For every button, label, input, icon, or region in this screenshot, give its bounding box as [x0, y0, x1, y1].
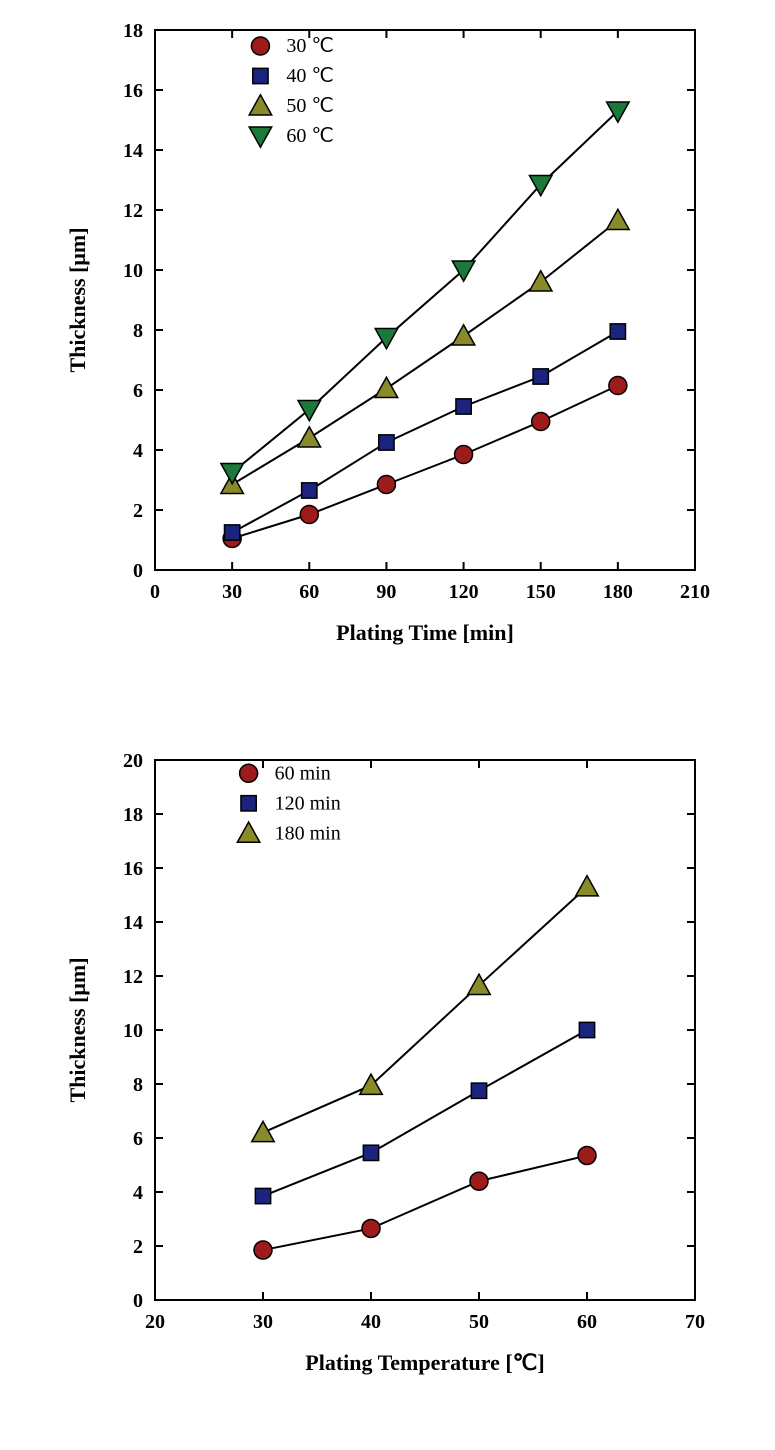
y-tick-label: 14: [123, 912, 143, 934]
data-point: [610, 324, 625, 339]
data-point: [456, 399, 471, 414]
y-tick-label: 0: [133, 560, 143, 582]
y-tick-label: 6: [133, 1128, 143, 1150]
data-point: [377, 476, 395, 494]
data-point: [300, 506, 318, 524]
chart-thickness-vs-temperature: 20 30 40 50 60 70 0 2 4 6 8 10 12 14 16 18 20 60 min 120 …: [40, 740, 735, 1440]
y-tick-label: 2: [133, 1236, 143, 1258]
legend-label-2: 50 ℃: [286, 95, 333, 117]
y-tick-label: 20: [123, 750, 143, 772]
x-tick-label: 60: [299, 581, 319, 603]
y-tick-label: 8: [133, 1074, 143, 1096]
x-axis-title: Plating Temperature [℃]: [305, 1350, 544, 1375]
data-point: [533, 369, 548, 384]
x-axis-title: Plating Time [min]: [336, 620, 514, 645]
legend-label-1: 40 ℃: [286, 65, 333, 87]
data-point: [470, 1172, 488, 1190]
legend-label-0: 60 min: [275, 762, 331, 784]
data-point: [224, 525, 239, 540]
legend-label-3: 60 ℃: [286, 125, 333, 147]
data-point: [471, 1083, 486, 1098]
x-tick-label: 30: [253, 1311, 273, 1333]
x-tick-label: 20: [145, 1311, 165, 1333]
legend-marker-0: [251, 37, 269, 55]
y-tick-label: 8: [133, 320, 143, 342]
y-axis-title: Thickness [μm]: [65, 227, 90, 372]
data-point: [609, 377, 627, 395]
x-tick-label: 70: [685, 1311, 705, 1333]
y-tick-label: 18: [123, 804, 143, 826]
x-tick-label: 50: [469, 1311, 489, 1333]
y-tick-label: 4: [133, 440, 143, 462]
x-tick-label: 120: [449, 581, 479, 603]
x-tick-label: 90: [376, 581, 396, 603]
y-tick-label: 14: [123, 140, 143, 162]
chart-thickness-vs-time: 0 30 60 90 120 150 180 210 0 2 4 6 8 10 12 14 16 18 30 ℃ 40…: [40, 10, 735, 690]
legend-label-1: 120 min: [275, 792, 341, 814]
y-tick-label: 10: [123, 260, 143, 282]
x-tick-label: 150: [526, 581, 556, 603]
data-point: [578, 1147, 596, 1165]
data-point: [455, 446, 473, 464]
y-tick-label: 16: [123, 80, 143, 102]
legend-label-2: 180 min: [275, 822, 341, 844]
data-point: [379, 435, 394, 450]
y-tick-label: 16: [123, 858, 143, 880]
y-tick-label: 0: [133, 1290, 143, 1312]
x-tick-label: 0: [150, 581, 160, 603]
data-point: [255, 1188, 270, 1203]
y-tick-label: 12: [123, 966, 143, 988]
y-axis-title: Thickness [μm]: [65, 957, 90, 1102]
y-tick-label: 10: [123, 1020, 143, 1042]
y-tick-label: 18: [123, 20, 143, 42]
data-point: [363, 1145, 378, 1160]
x-tick-label: 30: [222, 581, 242, 603]
data-point: [579, 1022, 594, 1037]
legend-marker-1: [241, 796, 256, 811]
page: 030609012015018021002468101214161830 ℃40…: [0, 0, 775, 1450]
data-point: [254, 1241, 272, 1259]
x-tick-label: 60: [577, 1311, 597, 1333]
data-point: [532, 413, 550, 431]
x-tick-label: 40: [361, 1311, 381, 1333]
x-tick-label: 180: [603, 581, 633, 603]
data-point: [362, 1219, 380, 1237]
plot-area: [155, 760, 695, 1300]
legend-marker-0: [240, 764, 258, 782]
data-point: [302, 483, 317, 498]
x-tick-label: 210: [680, 581, 710, 603]
y-tick-label: 4: [133, 1182, 143, 1204]
y-tick-label: 12: [123, 200, 143, 222]
legend-label-0: 30 ℃: [286, 35, 333, 57]
y-tick-label: 2: [133, 500, 143, 522]
legend-marker-1: [253, 68, 268, 83]
y-tick-label: 6: [133, 380, 143, 402]
